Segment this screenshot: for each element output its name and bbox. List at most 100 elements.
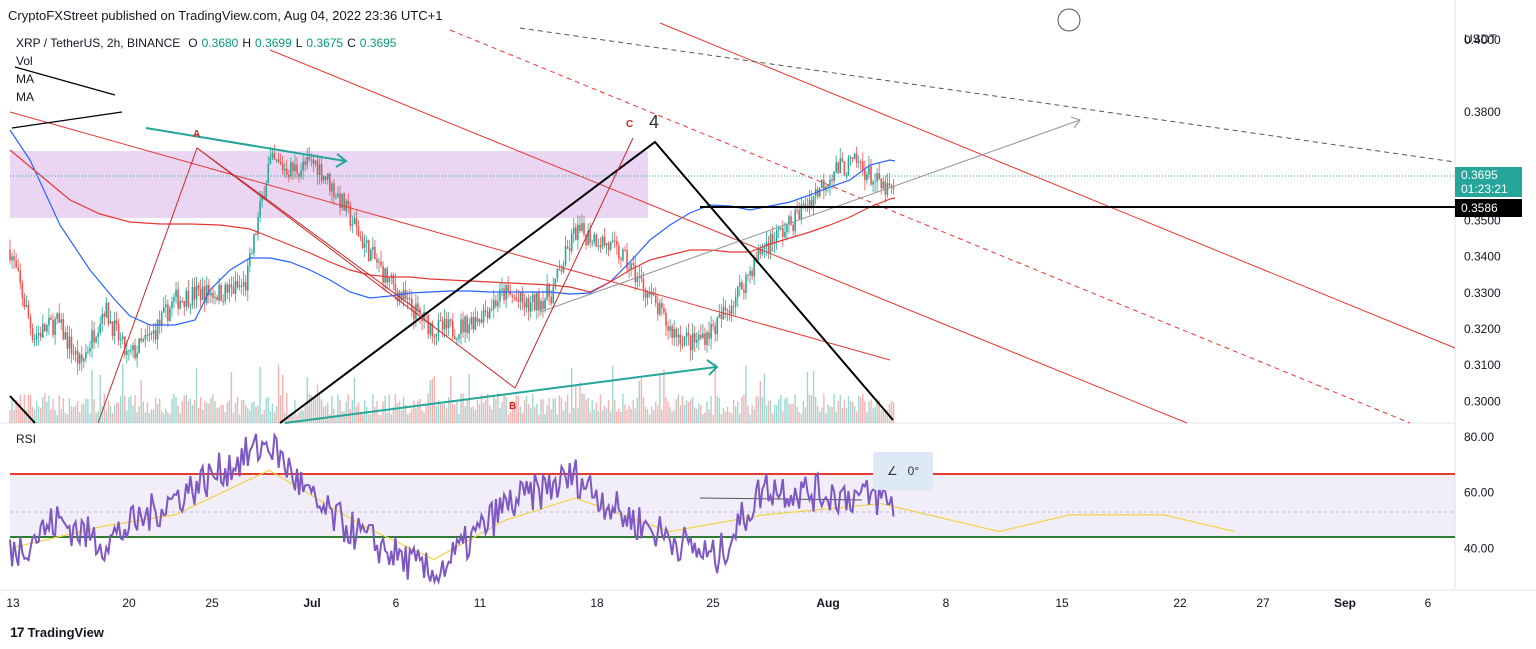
volume-bar xyxy=(271,403,274,423)
volume-bar xyxy=(197,407,200,423)
candle-body xyxy=(247,265,249,291)
candle-body xyxy=(201,286,204,301)
volume-bar xyxy=(833,393,835,423)
volume-bar xyxy=(466,398,468,423)
candle-body xyxy=(443,319,446,330)
candle-body xyxy=(741,282,743,290)
volume-bar xyxy=(677,394,679,423)
candle-body xyxy=(167,304,169,322)
volume-bar xyxy=(89,413,91,423)
candle-body xyxy=(613,240,616,242)
volume-bar xyxy=(892,402,895,423)
volume-bar xyxy=(605,408,608,423)
candle-body xyxy=(609,241,612,250)
volume-bar xyxy=(275,406,278,423)
abc-zigzag xyxy=(97,137,634,424)
volume-bar xyxy=(286,393,288,423)
candle-body xyxy=(171,301,173,309)
candle-body xyxy=(447,319,450,329)
candle-body xyxy=(818,188,821,197)
volume-bar xyxy=(329,414,331,423)
candle-body xyxy=(177,289,179,309)
candle-body xyxy=(837,162,839,174)
candle-body xyxy=(17,267,19,271)
price-axis: 0.40000.38000.36000.35000.34000.33000.32… xyxy=(1464,33,1501,409)
candle-body xyxy=(435,333,438,337)
volume-bar xyxy=(575,384,577,423)
volume-bar xyxy=(318,394,321,423)
volume-bar xyxy=(341,411,343,423)
volume-bar xyxy=(398,401,401,423)
candle-body xyxy=(85,352,87,359)
volume-bar xyxy=(259,366,261,423)
rsi-pane-label[interactable]: RSI xyxy=(16,432,37,446)
volume-bar xyxy=(214,401,216,423)
legend-indicator-vol[interactable]: Vol xyxy=(16,54,33,68)
candle-body xyxy=(511,295,514,297)
candle-body xyxy=(402,289,405,300)
volume-bar xyxy=(464,405,466,423)
time-tick-label: 13 xyxy=(6,596,20,610)
candle-body xyxy=(517,299,520,302)
volume-bar xyxy=(126,410,128,423)
candle-body xyxy=(146,334,149,336)
time-tick-label: 25 xyxy=(706,596,720,610)
volume-bar xyxy=(419,398,421,423)
volume-bar xyxy=(474,409,477,423)
candle-body xyxy=(101,313,104,324)
candle-body xyxy=(790,216,792,225)
volume-bar xyxy=(667,401,669,423)
candle-body xyxy=(482,310,485,323)
candle-body xyxy=(331,183,333,192)
volume-bar xyxy=(858,395,860,423)
candle-body xyxy=(542,301,544,309)
candle-body xyxy=(322,176,325,181)
volume-bar xyxy=(46,401,48,423)
candle-body xyxy=(597,245,600,247)
volume-bar xyxy=(111,412,114,423)
legend-indicator-ma-1[interactable]: MA xyxy=(16,72,34,86)
candle-body xyxy=(892,187,895,190)
candle-body xyxy=(431,322,434,337)
candle-body xyxy=(753,257,755,277)
angle-readout[interactable]: ∠ 0° xyxy=(873,452,933,490)
candle-body xyxy=(595,234,598,247)
volume-bar xyxy=(232,412,235,423)
volume-bar xyxy=(519,406,522,423)
publisher-line: CryptoFXStreet published on TradingView.… xyxy=(8,8,443,23)
candle-body xyxy=(804,203,807,208)
volume-bar xyxy=(564,401,567,423)
volume-bar xyxy=(702,414,704,423)
volume-bar xyxy=(234,402,237,423)
volume-bar xyxy=(204,401,206,423)
volume-bar xyxy=(13,409,15,423)
volume-bar xyxy=(493,395,495,423)
volume-bar xyxy=(240,400,243,423)
last-price-value: 0.3695 xyxy=(1461,168,1498,182)
volume-bar xyxy=(439,403,442,423)
legend-symbol[interactable]: XRP / TetherUS, 2h, BINANCE xyxy=(16,36,181,50)
volume-bar xyxy=(267,396,269,423)
volume-bar xyxy=(571,368,573,423)
candle-body xyxy=(847,157,850,175)
volume-bar xyxy=(796,407,798,423)
chart-legend: XRP / TetherUS, 2h, BINANCE O 0.3680 H 0… xyxy=(16,34,396,106)
volume-bar xyxy=(831,407,833,423)
legend-indicator-ma-2[interactable]: MA xyxy=(16,90,34,104)
candle-body xyxy=(374,246,376,259)
candle-body xyxy=(851,157,854,160)
footer-brand[interactable]: 17 TradingView xyxy=(10,624,104,640)
candle-body xyxy=(429,322,432,335)
candle-body xyxy=(269,157,272,164)
volume-bar xyxy=(263,409,265,423)
volume-bar xyxy=(679,405,682,423)
candle-body xyxy=(386,268,388,283)
candle-body xyxy=(464,316,466,333)
candle-body xyxy=(700,334,702,339)
candle-body xyxy=(54,318,56,336)
volume-bar xyxy=(700,405,702,423)
volume-bar xyxy=(226,402,228,423)
volume-bar xyxy=(853,405,856,423)
volume-bar xyxy=(532,394,534,423)
